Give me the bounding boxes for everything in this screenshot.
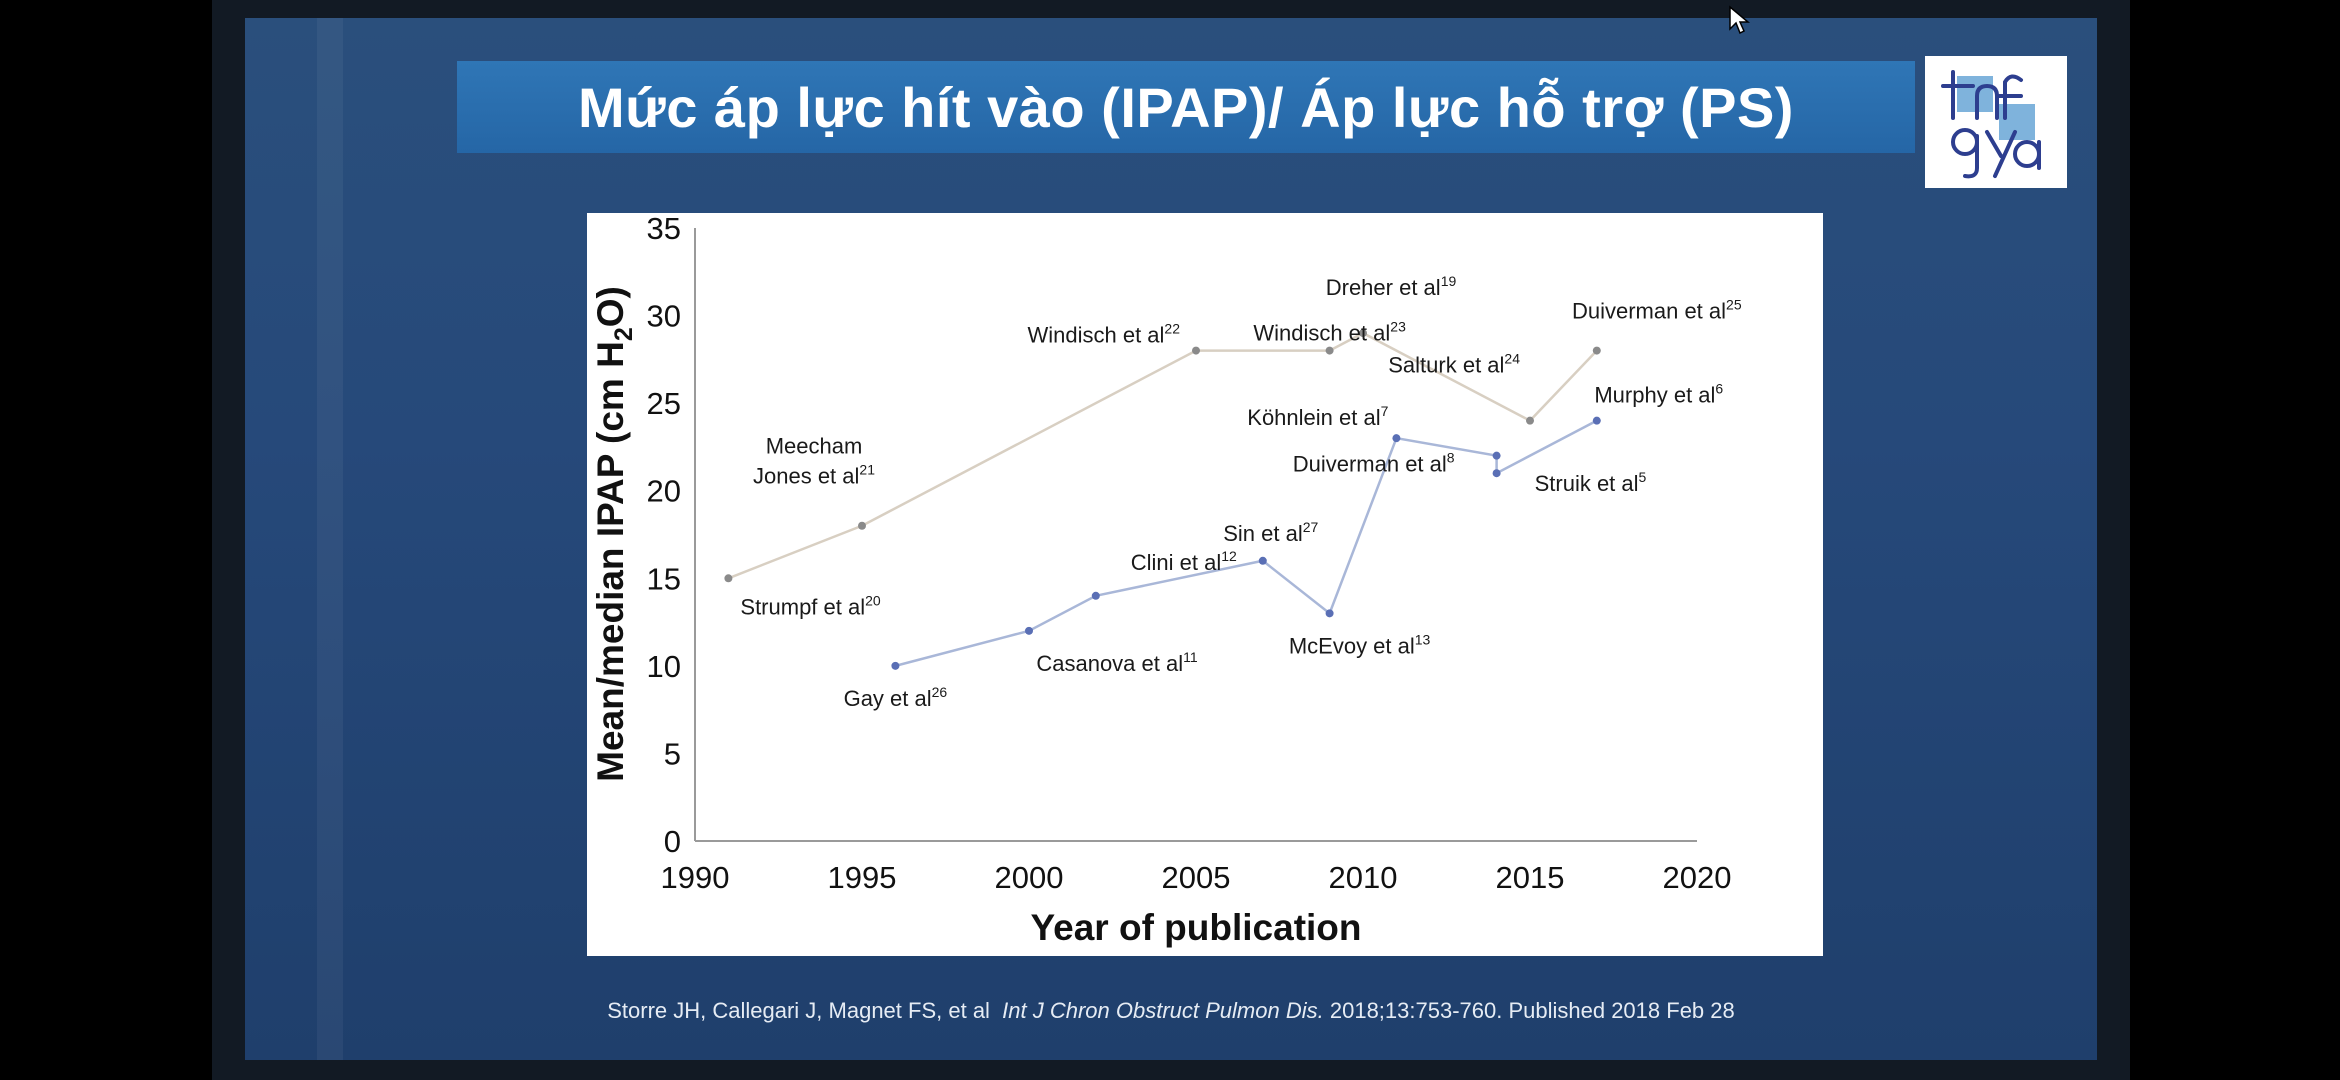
data-point <box>858 521 866 530</box>
logo-icon <box>1941 70 2041 179</box>
point-label-text: Köhnlein et al <box>1247 405 1380 430</box>
y-axis-title-end: O) <box>590 286 631 327</box>
data-point <box>1492 451 1501 460</box>
point-label: Windisch et al22 <box>1027 321 1180 348</box>
data-point <box>1025 626 1033 635</box>
point-label: Köhnlein et al7 <box>1247 403 1388 430</box>
y-axis-title-subscript: 2 <box>610 327 638 341</box>
point-label-ref: 20 <box>865 592 881 608</box>
point-label-ref: 23 <box>1390 319 1406 335</box>
presentation-slide: Mức áp lực hít vào (IPAP)/ Áp lực hỗ trợ… <box>245 18 2097 1060</box>
data-point <box>1592 416 1601 425</box>
point-label: Sin et al27 <box>1223 519 1318 546</box>
point-label: Clini et al12 <box>1131 548 1237 575</box>
data-point <box>891 661 900 670</box>
point-label-text: Salturk et al <box>1388 353 1504 378</box>
y-tick-label: 0 <box>664 824 681 859</box>
point-label-ref: 26 <box>932 684 948 700</box>
data-point <box>1325 609 1334 618</box>
point-label-text: Murphy et al <box>1594 383 1715 408</box>
point-label-ref: 25 <box>1726 297 1742 313</box>
y-tick-label: 20 <box>647 474 681 509</box>
data-point <box>1526 416 1534 425</box>
data-point <box>1325 346 1334 355</box>
point-label-text: Struik et al <box>1535 471 1639 496</box>
point-label-ref: 7 <box>1381 403 1389 419</box>
data-point <box>1192 346 1200 355</box>
point-label-text: Duiverman et al <box>1293 452 1447 477</box>
point-label: Casanova et al11 <box>1036 649 1198 676</box>
point-label: Windisch et al23 <box>1253 319 1406 346</box>
y-axis-title-main: Mean/median IPAP (cm H <box>590 341 631 782</box>
x-tick-label: 1995 <box>828 860 897 895</box>
point-label: Duiverman et al8 <box>1293 450 1455 477</box>
point-label-ref: 24 <box>1504 351 1520 367</box>
data-point <box>1359 329 1367 338</box>
point-label-ref: 19 <box>1441 273 1457 289</box>
point-label: Meecham Jones et al21 <box>753 434 875 489</box>
point-label-ref: 21 <box>859 462 875 478</box>
point-label-text: Jones et al <box>753 464 859 489</box>
x-tick-label: 1990 <box>661 860 730 895</box>
x-tick-label: 2020 <box>1663 860 1732 895</box>
slide-decorative-stripe <box>317 18 343 1060</box>
x-tick-label: 2010 <box>1329 860 1398 895</box>
point-label: McEvoy et al13 <box>1289 631 1431 658</box>
y-tick-label: 10 <box>647 649 681 684</box>
point-label: Salturk et al24 <box>1388 351 1520 378</box>
data-point <box>1392 434 1401 443</box>
point-label: Dreher et al19 <box>1326 273 1457 300</box>
slide-title-bar: Mức áp lực hít vào (IPAP)/ Áp lực hỗ trợ… <box>457 61 1915 153</box>
slide-title: Mức áp lực hít vào (IPAP)/ Áp lực hỗ trợ… <box>578 75 1794 139</box>
point-label-ref: 22 <box>1164 321 1180 337</box>
point-label-ref: 11 <box>1183 649 1198 665</box>
point-label-ref: 12 <box>1221 548 1237 564</box>
point-label-text: Windisch et al <box>1027 323 1164 348</box>
citation-journal: Int J Chron Obstruct Pulmon Dis. <box>1002 998 1324 1023</box>
point-label: Gay et al26 <box>844 684 948 711</box>
point-label-ref: 13 <box>1415 631 1431 647</box>
x-tick-label: 2000 <box>995 860 1064 895</box>
point-label-text: Duiverman et al <box>1572 299 1726 324</box>
y-tick-label: 35 <box>647 213 681 246</box>
point-label: Strumpf et al20 <box>740 592 881 619</box>
data-point <box>1592 346 1601 355</box>
point-label-text: Clini et al <box>1131 550 1221 575</box>
point-label: Duiverman et al25 <box>1572 297 1742 324</box>
data-point <box>1258 556 1267 565</box>
y-tick-label: 30 <box>647 299 681 334</box>
point-label-ref: 5 <box>1639 469 1647 485</box>
citation-details: 2018;13:753-760. Published 2018 Feb 28 <box>1329 998 1735 1023</box>
point-label-text: Dreher et al <box>1326 275 1441 300</box>
data-point <box>1091 591 1100 600</box>
y-tick-label: 25 <box>647 386 681 421</box>
point-label-ref: 6 <box>1715 381 1723 397</box>
x-axis-title: Year of publication <box>1031 907 1362 948</box>
point-label-text: Sin et al <box>1223 521 1303 546</box>
point-label-text: Casanova et al <box>1036 651 1183 676</box>
point-label-text: Strumpf et al <box>740 594 865 619</box>
point-label-text: Meecham <box>766 434 863 459</box>
point-label-ref: 27 <box>1303 519 1319 535</box>
point-label-ref: 8 <box>1447 450 1455 466</box>
data-point <box>1492 469 1501 478</box>
mouse-cursor-icon <box>1729 5 1750 35</box>
chart-panel: 0 5 10 15 20 25 30 35 1990 1995 2000 2005 2010 2015 20… <box>587 211 1823 956</box>
y-axis-title: Mean/median IPAP (cm H2O) <box>590 286 638 782</box>
point-label: Struik et al5 <box>1535 469 1647 496</box>
x-tick-label: 2015 <box>1496 860 1565 895</box>
data-point <box>724 574 733 583</box>
point-label: Murphy et al6 <box>1594 381 1723 408</box>
slide-citation: Storre JH, Callegari J, Magnet FS, et al… <box>245 998 2097 1024</box>
citation-authors: Storre JH, Callegari J, Magnet FS, et al <box>607 998 990 1023</box>
organization-logo <box>1925 56 2067 188</box>
point-label-text: Windisch et al <box>1253 321 1390 346</box>
y-tick-label: 5 <box>664 736 681 771</box>
y-tick-label: 15 <box>647 561 681 596</box>
x-tick-label: 2005 <box>1162 860 1231 895</box>
point-label-text: Gay et al <box>844 686 932 711</box>
point-label-text: McEvoy et al <box>1289 633 1415 658</box>
